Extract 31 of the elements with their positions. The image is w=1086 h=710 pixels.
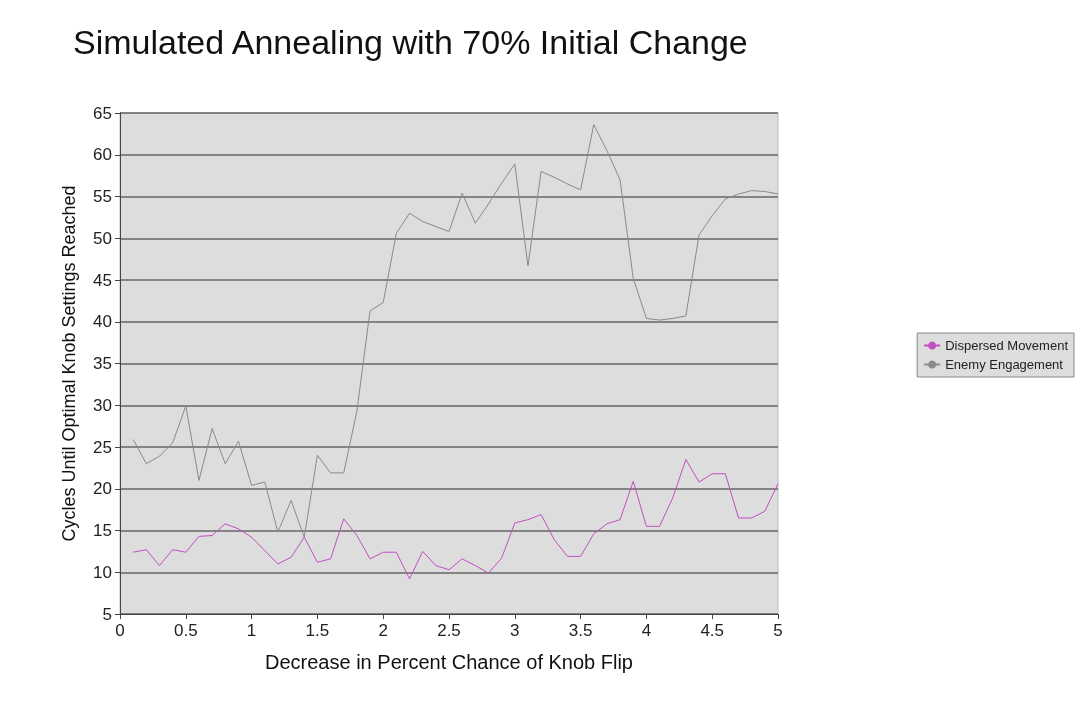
- y-tick-label: 30: [93, 395, 112, 415]
- x-tick-label: 2.5: [437, 621, 461, 640]
- y-tick-label: 45: [93, 270, 112, 290]
- x-tick-label: 4.5: [700, 621, 725, 640]
- x-tick-label: 2: [378, 621, 388, 640]
- y-tick-label: 10: [93, 562, 112, 582]
- y-tick-label: 20: [93, 479, 112, 499]
- x-tick-label: 3: [510, 621, 520, 640]
- chart-title: Simulated Annealing with 70% Initial Change: [73, 23, 748, 61]
- y-tick-label: 60: [93, 145, 112, 165]
- line-series: [132, 459, 779, 580]
- y-tick-label: 40: [93, 312, 112, 332]
- y-tick-label: 25: [93, 437, 112, 457]
- x-tick-label: 1.5: [305, 621, 330, 640]
- y-axis-title: Cycles Until Optimal Knob Settings Reached: [59, 185, 79, 542]
- y-tick-label: 55: [93, 187, 112, 206]
- x-tick-label: 1: [246, 621, 257, 640]
- legend-label: Enemy Engagement: [945, 357, 1064, 372]
- x-tick-label: 5: [773, 621, 783, 640]
- y-tick-label: 50: [93, 228, 112, 248]
- y-tick-label: 65: [93, 103, 112, 123]
- y-tick-label: 35: [93, 354, 112, 373]
- y-tick-label: 15: [93, 521, 112, 540]
- x-tick-label: 3.5: [568, 621, 593, 640]
- x-axis-title: Decrease in Percent Chance of Knob Flip: [265, 651, 633, 673]
- legend-label: Dispersed Movement: [945, 338, 1069, 353]
- line-series: [132, 124, 779, 538]
- x-tick-label: 4: [641, 621, 652, 640]
- y-tick-label: 5: [102, 604, 112, 624]
- x-tick-label: 0: [115, 621, 125, 640]
- x-tick-label: 0.5: [173, 621, 198, 640]
